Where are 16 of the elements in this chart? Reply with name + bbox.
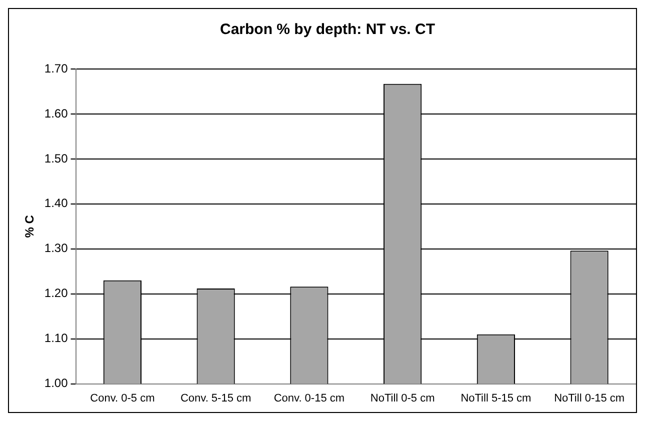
y-tick-label: 1.00 xyxy=(44,376,68,390)
y-tick-label: 1.70 xyxy=(44,61,68,76)
y-tick-label: 1.60 xyxy=(44,106,68,120)
y-tick-label: 1.30 xyxy=(44,241,68,256)
x-tick-label: NoTill 0-15 cm xyxy=(554,392,625,404)
y-tick-label: 1.50 xyxy=(44,151,68,166)
y-tick-label: 1.10 xyxy=(44,331,68,346)
y-tick-label: 1.40 xyxy=(44,196,68,210)
x-tick-label: Conv. 0-15 cm xyxy=(274,392,345,404)
x-tick-label: Conv. 0-5 cm xyxy=(90,392,155,404)
x-tick-label: Conv. 5-15 cm xyxy=(180,392,252,404)
y-axis-title: % C xyxy=(22,214,37,238)
y-tick-label: 1.20 xyxy=(44,286,68,300)
chart-title: Carbon % by depth: NT vs. CT xyxy=(220,21,436,38)
x-tick-label: NoTill 5-15 cm xyxy=(460,392,532,404)
x-tick-label: NoTill 0-5 cm xyxy=(370,392,435,404)
